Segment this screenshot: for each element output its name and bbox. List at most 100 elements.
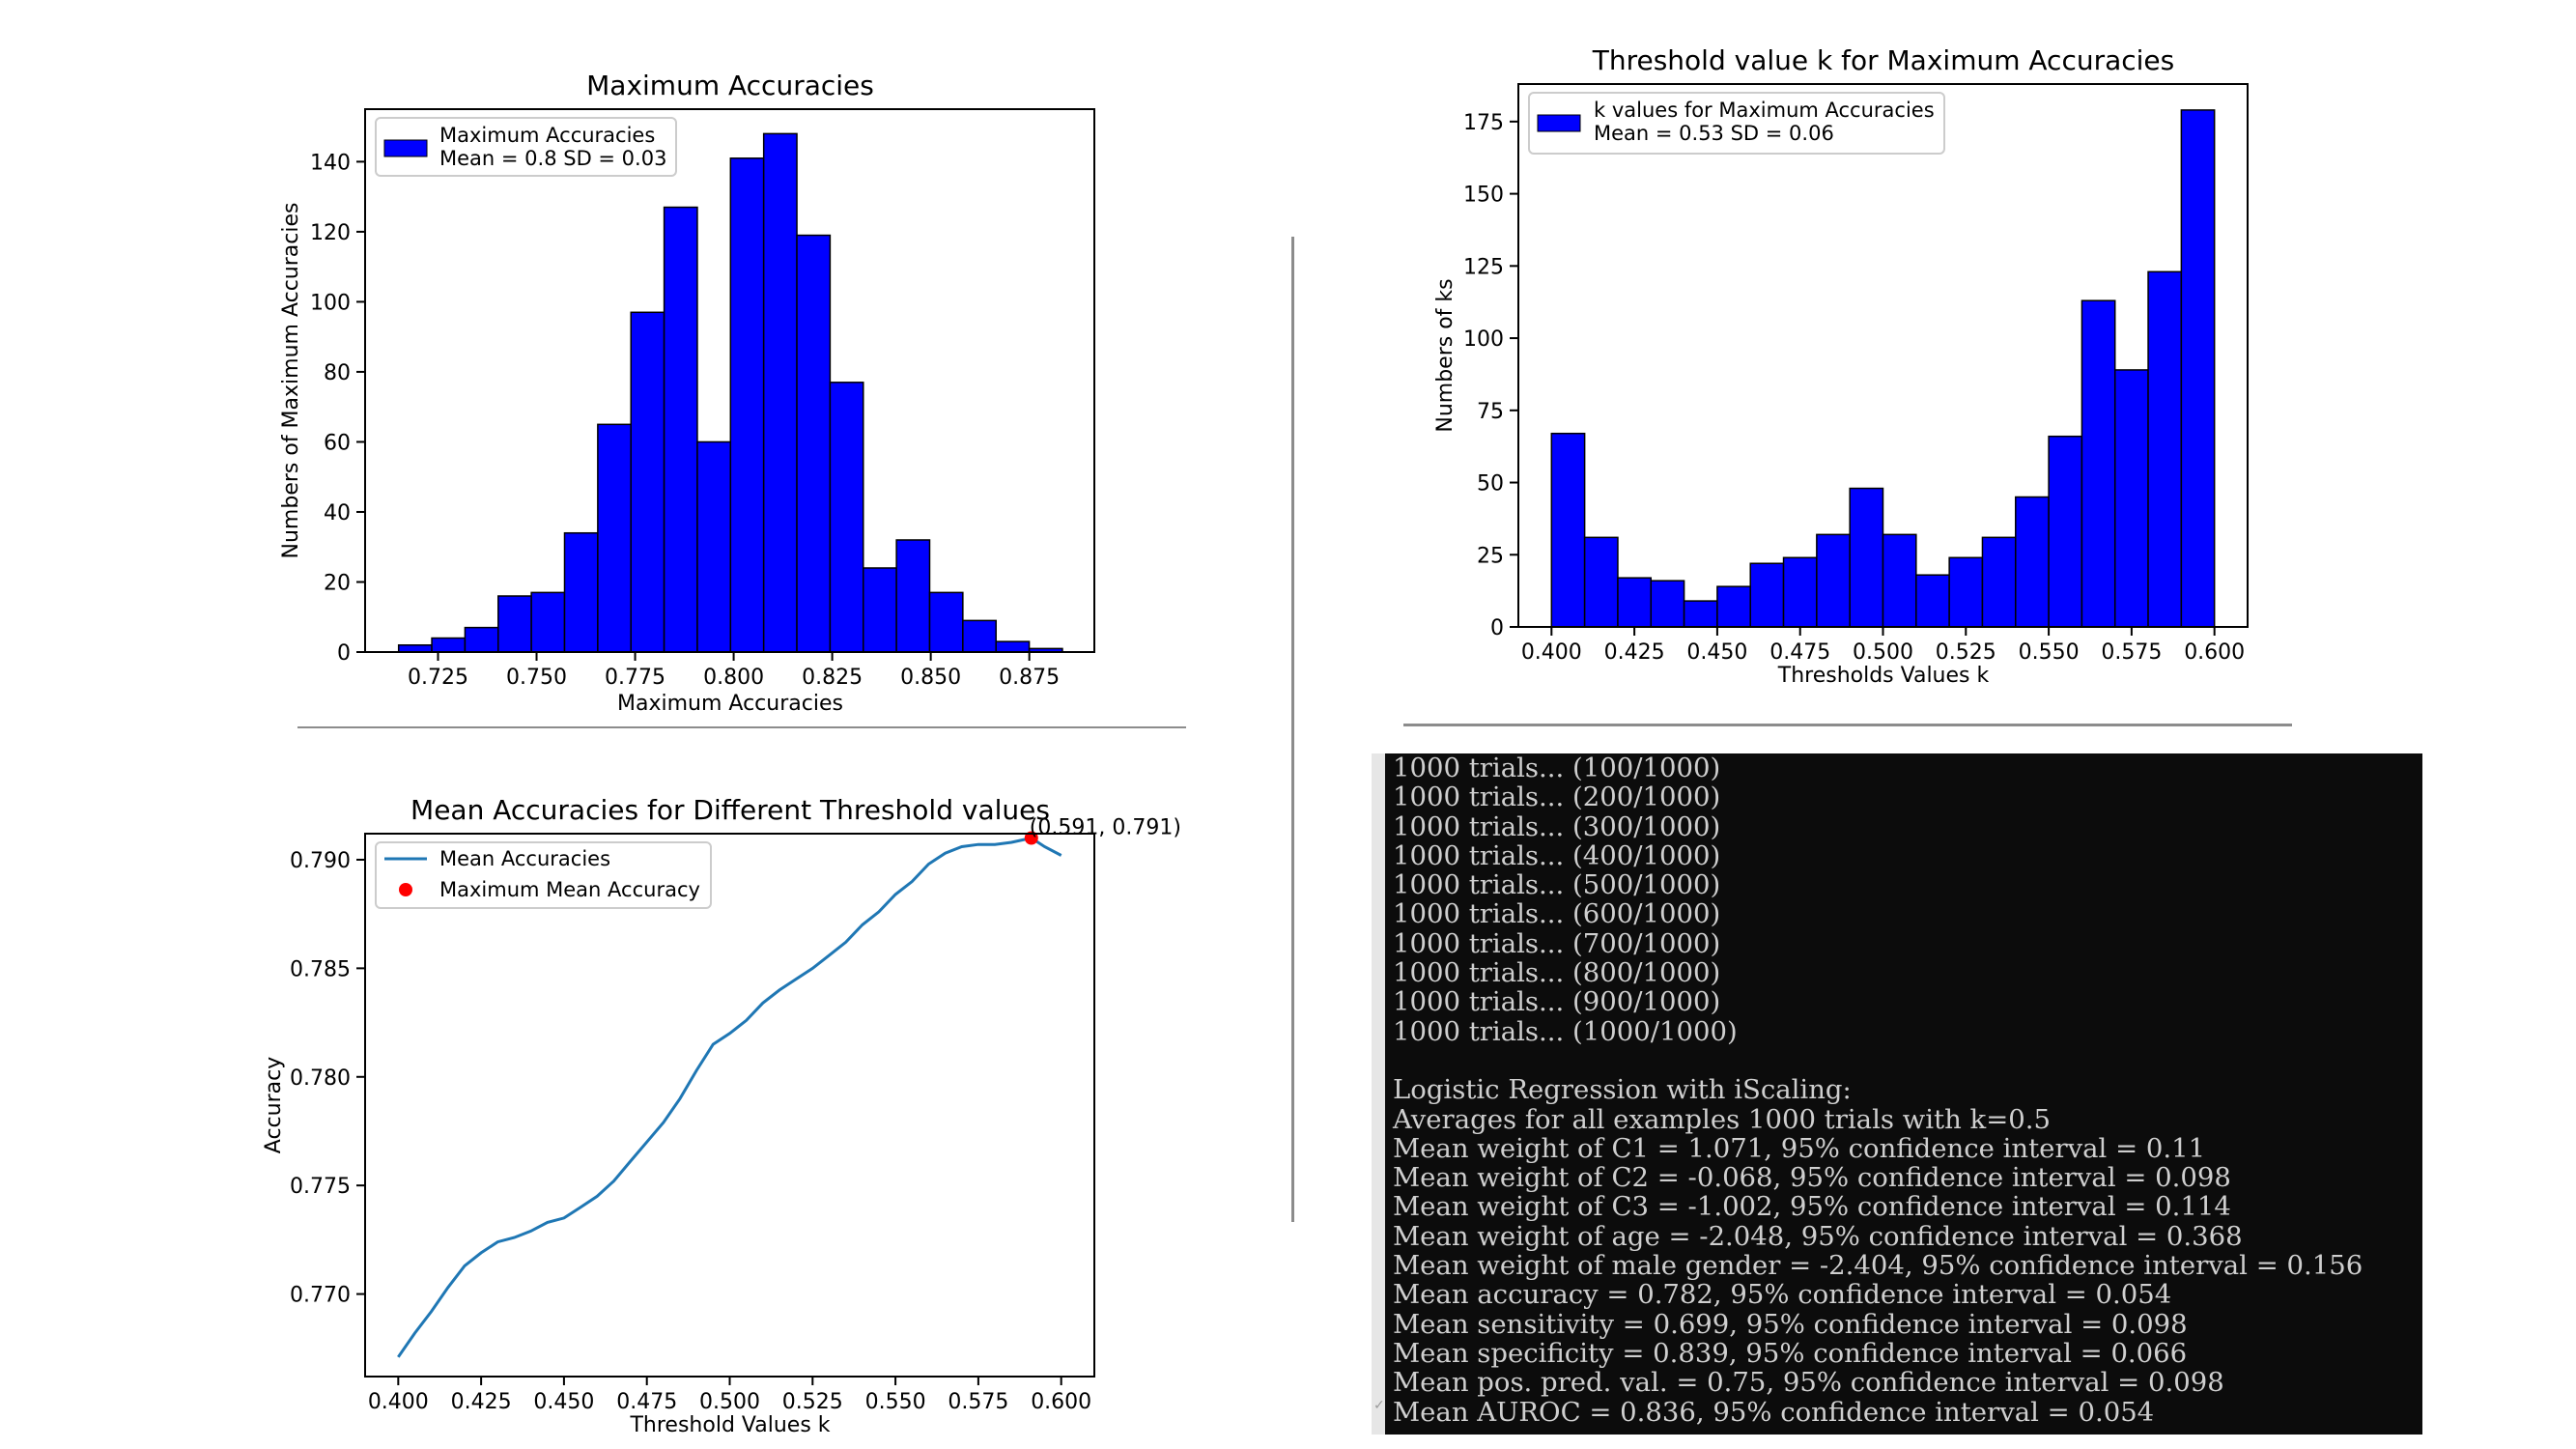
terminal-line: 1000 trials... (400/1000) — [1393, 839, 1721, 871]
terminal-line: 1000 trials... (900/1000) — [1393, 986, 1721, 1018]
chart1-x-tick-label: 0.850 — [900, 666, 961, 690]
chart3-x-label: Threshold Values k — [629, 1413, 830, 1437]
chart2-bar — [2048, 435, 2083, 628]
chart1-bar — [563, 531, 599, 653]
chart1-bar — [431, 637, 467, 653]
chart2-y-tick-label: 100 — [1463, 327, 1504, 352]
chart1-bar — [863, 567, 897, 653]
chart2-y-tick-label: 175 — [1463, 111, 1504, 135]
chart2-bar — [2180, 109, 2216, 628]
terminal-line: 1000 trials... (1000/1000) — [1393, 1015, 1738, 1047]
chart2-x-tick-label: 0.575 — [2101, 640, 2162, 665]
chart2-x-tick-label: 0.475 — [1769, 640, 1830, 665]
chart2-bar — [1981, 536, 2017, 628]
chart2-x-tick-label: 0.400 — [1521, 640, 1582, 665]
chart1-bar — [597, 423, 632, 653]
chart3-max-point-label: (0.591, 0.791) — [1030, 815, 1181, 839]
chart1-y-tick-label: 140 — [310, 151, 351, 175]
chart2-x-ticks: 0.400 0.425 0.450 0.475 0.500 0.525 0.550 0.575… — [1521, 627, 2245, 665]
chart3-legend-point-swatch — [399, 883, 412, 896]
chart1-legend: Maximum Accuracies Mean = 0.8 SD = 0.03 — [375, 117, 677, 177]
terminal-line: 1000 trials... (300/1000) — [1393, 810, 1721, 842]
chart1-x-tick-label: 0.800 — [703, 666, 764, 690]
chart1-y-tick-label: 60 — [324, 431, 351, 455]
terminal-line: Mean weight of C2 = -0.068, 95% confiden… — [1393, 1162, 2231, 1194]
chart2-x-label: Thresholds Values k — [1777, 664, 1990, 688]
chart1-y-tick-label: 40 — [324, 501, 351, 526]
chart1-x-tick-label: 0.825 — [802, 666, 863, 690]
chart3-x-tick-label: 0.600 — [1031, 1390, 1091, 1414]
chart2-y-label: Numbers of ks — [1433, 278, 1458, 432]
terminal-line: Mean weight of C3 = -1.002, 95% confiden… — [1393, 1191, 2231, 1223]
chart3-y-tick-label: 0.770 — [290, 1284, 351, 1308]
terminal-line: Mean pos. pred. val. = 0.75, 95% confide… — [1393, 1367, 2224, 1399]
chart1-x-tick-label: 0.750 — [506, 666, 567, 690]
chart1-y-tick-label: 0 — [337, 641, 351, 666]
chart1-y-tick-label: 20 — [324, 571, 351, 595]
chart3-legend-box — [375, 841, 712, 909]
chart2-bar — [2147, 270, 2183, 628]
terminal-blank-line — [1385, 1046, 2422, 1075]
chart1-bar — [497, 595, 532, 653]
chart2-bar — [1948, 556, 1984, 628]
chart2-legend: k values for Maximum Accuracies Mean = 0… — [1528, 92, 1945, 155]
chart2-y-tick-label: 75 — [1477, 400, 1504, 424]
terminal-output: 1000 trials... (100/1000) 1000 trials... … — [1372, 753, 2422, 1435]
chart1-x-tick-label: 0.775 — [605, 666, 665, 690]
chart1-bar — [762, 132, 798, 653]
chart2-y-tick-label: 150 — [1463, 184, 1504, 208]
chart2-y-tick-label: 50 — [1477, 472, 1504, 497]
chart2-x-tick-label: 0.600 — [2184, 640, 2245, 665]
chart3-x-tick-label: 0.450 — [533, 1390, 594, 1414]
chart2-y-tick-label: 125 — [1463, 255, 1504, 279]
chart3-y-label: Accuracy — [262, 1057, 286, 1153]
chart1-legend-swatch — [383, 139, 428, 157]
chart2-bar — [2113, 369, 2149, 628]
chart1-bar — [995, 640, 1031, 653]
chart1-bar — [530, 591, 566, 653]
chart2-bar — [2081, 299, 2116, 628]
chart3-legend-point-label: Maximum Mean Accuracy — [439, 878, 700, 901]
terminal-line: 1000 trials... (600/1000) — [1393, 898, 1721, 930]
chart1-legend-box — [375, 117, 677, 177]
chart2-legend-swatch — [1537, 114, 1581, 132]
chart2-legend-box — [1528, 92, 1945, 155]
chart2-x-tick-label: 0.550 — [2019, 640, 2080, 665]
chart2-legend-stats: Mean = 0.53 SD = 0.06 — [1594, 122, 1834, 145]
chart1-y-tick-label: 120 — [310, 221, 351, 245]
chart1-y-label: Numbers of Maximum Accuracies — [279, 203, 303, 559]
terminal-line: Logistic Regression with iScaling: — [1393, 1074, 1852, 1106]
left-horizontal-divider — [297, 726, 1186, 728]
chart1-bar — [696, 440, 732, 653]
chart2-x-tick-label: 0.450 — [1686, 640, 1747, 665]
chart1-y-ticks: 0 20 40 60 80 100 120 140 — [310, 151, 365, 666]
chart3-y-tick-label: 0.785 — [290, 957, 351, 981]
chart1-x-tick-label: 0.725 — [408, 666, 468, 690]
chart1-y-tick-label: 100 — [310, 291, 351, 315]
chart2-title: Threshold value k for Maximum Accuracies — [1592, 44, 2175, 76]
chart1-legend-label: Maximum Accuracies — [439, 124, 655, 147]
chart1-x-ticks: 0.725 0.750 0.775 0.800 0.825 0.850 0.875 — [408, 652, 1060, 690]
chart3-y-tick-label: 0.790 — [290, 849, 351, 873]
chart3-x-tick-label: 0.400 — [368, 1390, 429, 1414]
chart1-x-label: Maximum Accuracies — [617, 692, 843, 716]
chart1-y-tick-label: 80 — [324, 361, 351, 385]
vertical-divider — [1291, 237, 1294, 1222]
chart1-bars — [397, 132, 1063, 653]
chart3-x-tick-label: 0.575 — [948, 1390, 1008, 1414]
chart2-y-tick-label: 25 — [1477, 544, 1504, 568]
terminal-line: Mean weight of C1 = 1.071, 95% confidenc… — [1393, 1132, 2206, 1164]
chart1-bar — [928, 591, 964, 653]
histogram-threshold-k: Threshold value k for Maximum Accuracies… — [1433, 44, 2249, 688]
chart2-bar — [1782, 556, 1818, 628]
chart2-bar — [1849, 487, 1884, 628]
chart2-bar — [1550, 432, 1586, 628]
chart2-bar — [1617, 577, 1653, 628]
histogram-maximum-accuracies: Maximum Accuracies 0.725 0.750 0.775 0.800 0… — [279, 70, 1095, 716]
chart3-plot-frame — [364, 833, 1095, 1378]
terminal-line: Mean accuracy = 0.782, 95% confidence in… — [1393, 1279, 2172, 1311]
terminal-line: Mean weight of age = -2.048, 95% confide… — [1393, 1220, 2243, 1252]
chart3-x-tick-label: 0.550 — [865, 1390, 926, 1414]
chart1-bar — [829, 382, 864, 653]
chart1-x-tick-label: 0.875 — [999, 666, 1060, 690]
